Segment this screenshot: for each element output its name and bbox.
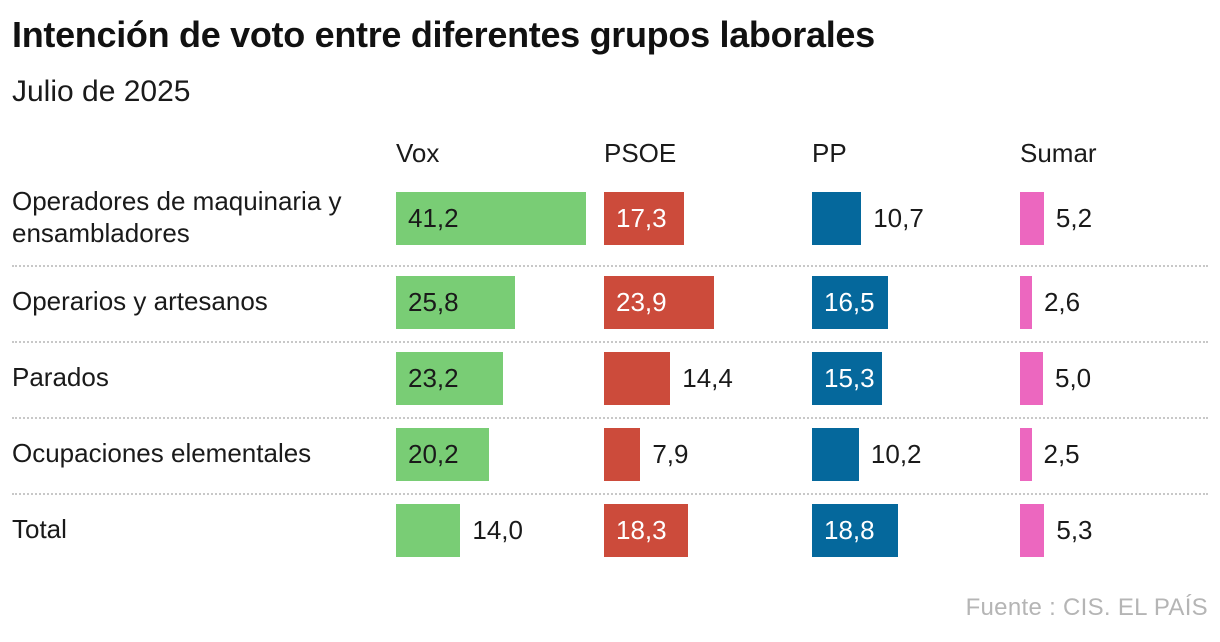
bar-psoe-operadores-de-maquinaria-y-ensambladores: [604, 192, 684, 245]
bar-sumar-ocupaciones-elementales: [1020, 428, 1032, 481]
value-label-psoe-parados: 14,4: [682, 363, 733, 393]
row-label-operarios-y-artesanos: Operarios y artesanos: [12, 285, 268, 317]
value-label-vox-operadores-de-maquinaria-y-ensambladores: 41,2: [408, 203, 459, 233]
bar-vox-total: [396, 504, 461, 557]
bar-psoe-parados: [604, 352, 671, 405]
bar-sumar-total: [1020, 504, 1045, 557]
bar-pp-operarios-y-artesanos: [812, 276, 888, 329]
row-separator: [12, 417, 1208, 419]
source-note: Fuente : CIS. EL PAÍS: [965, 594, 1208, 621]
bar-sumar-operadores-de-maquinaria-y-ensambladores: [1020, 192, 1044, 245]
row-label-parados: Parados: [12, 361, 109, 393]
column-header-pp: PP: [812, 138, 847, 168]
bar-pp-parados: [812, 352, 883, 405]
bar-vox-parados: [396, 352, 503, 405]
value-label-vox-parados: 23,2: [408, 363, 459, 393]
row-separator: [12, 265, 1208, 267]
bar-vox-operarios-y-artesanos: [396, 276, 515, 329]
row-label-ocupaciones-elementales: Ocupaciones elementales: [12, 437, 311, 469]
value-label-pp-operarios-y-artesanos: 16,5: [824, 287, 875, 317]
row-label-line: ensambladores: [12, 217, 190, 248]
column-header-vox: Vox: [396, 138, 440, 168]
row-label-total: Total: [12, 513, 67, 545]
value-label-sumar-total: 5,3: [1056, 515, 1093, 545]
value-label-sumar-operarios-y-artesanos: 2,6: [1043, 287, 1081, 317]
value-label-psoe-operarios-y-artesanos: 23,9: [616, 287, 667, 317]
value-label-psoe-total: 18,3: [616, 515, 667, 545]
row-label-line: Ocupaciones elementales: [12, 437, 312, 468]
row-separator: [12, 341, 1208, 343]
value-label-pp-total: 18,8: [824, 515, 875, 545]
column-header-sumar: Sumar: [1020, 138, 1097, 168]
value-label-sumar-operadores-de-maquinaria-y-ensambladores: 5,2: [1055, 203, 1093, 233]
bar-pp-total: [812, 504, 899, 557]
row-separator: [12, 493, 1208, 495]
bar-sumar-operarios-y-artesanos: [1020, 276, 1032, 329]
bar-sumar-parados: [1020, 352, 1043, 405]
row-label-line: Operadores de maquinaria y: [12, 185, 342, 216]
row-label-operadores-de-maquinaria-y-ensambladores: Operadores de maquinaria y ensambladores: [12, 185, 342, 249]
row-label-line: Parados: [12, 361, 109, 392]
value-label-psoe-operadores-de-maquinaria-y-ensambladores: 17,3: [616, 203, 667, 233]
bar-psoe-total: [604, 504, 689, 557]
chart-title: Intención de voto entre diferentes grupo…: [12, 14, 875, 55]
value-label-vox-operarios-y-artesanos: 25,8: [408, 287, 459, 317]
bar-psoe-ocupaciones-elementales: [604, 428, 641, 481]
column-header-psoe: PSOE: [604, 138, 677, 168]
bar-pp-operadores-de-maquinaria-y-ensambladores: [812, 192, 862, 245]
value-label-psoe-ocupaciones-elementales: 7,9: [652, 439, 689, 469]
value-label-sumar-ocupaciones-elementales: 2,5: [1043, 439, 1080, 469]
row-label-line: Operarios y artesanos: [12, 285, 268, 316]
bar-pp-ocupaciones-elementales: [812, 428, 859, 481]
value-label-pp-operadores-de-maquinaria-y-ensambladores: 10,7: [873, 203, 924, 233]
chart-subtitle: Julio de 2025: [12, 75, 191, 108]
bar-vox-operadores-de-maquinaria-y-ensambladores: [396, 192, 586, 245]
value-label-sumar-parados: 5,0: [1055, 363, 1092, 393]
bar-vox-ocupaciones-elementales: [396, 428, 489, 481]
row-label-line: Total: [12, 513, 67, 544]
value-label-pp-parados: 15,3: [824, 363, 875, 393]
bar-psoe-operarios-y-artesanos: [604, 276, 714, 329]
value-label-vox-total: 14,0: [472, 515, 523, 545]
value-label-pp-ocupaciones-elementales: 10,2: [870, 439, 922, 469]
value-label-vox-ocupaciones-elementales: 20,2: [408, 439, 459, 469]
